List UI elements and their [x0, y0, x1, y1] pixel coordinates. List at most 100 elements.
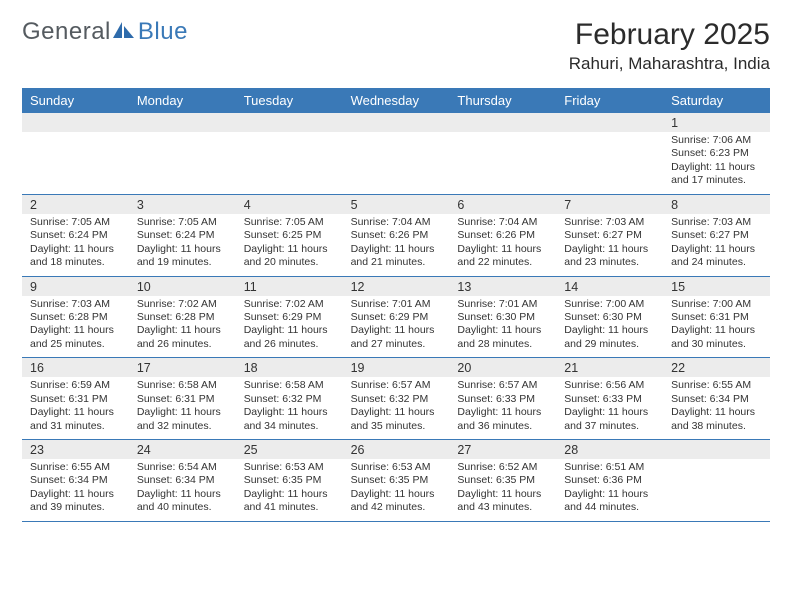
sunset-text: Sunset: 6:36 PM — [564, 474, 655, 487]
day-number: 26 — [343, 440, 450, 459]
week-row: 2345678Sunrise: 7:05 AMSunset: 6:24 PMDa… — [22, 195, 770, 277]
day-number: 11 — [236, 277, 343, 296]
daylight-text: Daylight: 11 hours — [30, 243, 121, 256]
logo-sail-icon — [113, 18, 135, 46]
day-details: Sunrise: 6:57 AMSunset: 6:32 PMDaylight:… — [343, 377, 450, 439]
day-details — [556, 132, 663, 194]
day-number: 25 — [236, 440, 343, 459]
weekday-wednesday: Wednesday — [343, 88, 450, 113]
details-band: Sunrise: 6:55 AMSunset: 6:34 PMDaylight:… — [22, 459, 770, 521]
day-details: Sunrise: 6:58 AMSunset: 6:31 PMDaylight:… — [129, 377, 236, 439]
sunrise-text: Sunrise: 7:02 AM — [137, 298, 228, 311]
weekday-monday: Monday — [129, 88, 236, 113]
day-number: 6 — [449, 195, 556, 214]
daylight-text: Daylight: 11 hours — [351, 406, 442, 419]
day-details: Sunrise: 7:01 AMSunset: 6:29 PMDaylight:… — [343, 296, 450, 358]
logo: General Blue — [22, 18, 188, 46]
daylight-text: Daylight: 11 hours — [564, 406, 655, 419]
header: General Blue February 2025 Rahuri, Mahar… — [22, 18, 770, 74]
sunset-text: Sunset: 6:34 PM — [30, 474, 121, 487]
week-row: 1Sunrise: 7:06 AMSunset: 6:23 PMDaylight… — [22, 113, 770, 195]
week-row: 16171819202122Sunrise: 6:59 AMSunset: 6:… — [22, 358, 770, 440]
daylight-text: and 34 minutes. — [244, 420, 335, 433]
day-number: 15 — [663, 277, 770, 296]
day-details: Sunrise: 6:56 AMSunset: 6:33 PMDaylight:… — [556, 377, 663, 439]
sunset-text: Sunset: 6:29 PM — [351, 311, 442, 324]
sunrise-text: Sunrise: 7:01 AM — [457, 298, 548, 311]
day-number — [236, 113, 343, 132]
day-number: 1 — [663, 113, 770, 132]
daylight-text: Daylight: 11 hours — [564, 243, 655, 256]
week-row: 9101112131415Sunrise: 7:03 AMSunset: 6:2… — [22, 277, 770, 359]
daylight-text: Daylight: 11 hours — [457, 488, 548, 501]
sunrise-text: Sunrise: 6:51 AM — [564, 461, 655, 474]
sunrise-text: Sunrise: 7:02 AM — [244, 298, 335, 311]
day-number: 7 — [556, 195, 663, 214]
day-details: Sunrise: 6:55 AMSunset: 6:34 PMDaylight:… — [663, 377, 770, 439]
sunrise-text: Sunrise: 7:03 AM — [30, 298, 121, 311]
daylight-text: and 43 minutes. — [457, 501, 548, 514]
sunrise-text: Sunrise: 6:58 AM — [137, 379, 228, 392]
weekday-sunday: Sunday — [22, 88, 129, 113]
page: General Blue February 2025 Rahuri, Mahar… — [0, 0, 792, 522]
daylight-text: and 36 minutes. — [457, 420, 548, 433]
day-details: Sunrise: 6:55 AMSunset: 6:34 PMDaylight:… — [22, 459, 129, 521]
daylight-text: and 26 minutes. — [137, 338, 228, 351]
sunrise-text: Sunrise: 7:03 AM — [671, 216, 762, 229]
sunrise-text: Sunrise: 7:05 AM — [137, 216, 228, 229]
day-number: 20 — [449, 358, 556, 377]
day-details: Sunrise: 6:59 AMSunset: 6:31 PMDaylight:… — [22, 377, 129, 439]
daylight-text: and 40 minutes. — [137, 501, 228, 514]
day-details — [236, 132, 343, 194]
day-details: Sunrise: 6:53 AMSunset: 6:35 PMDaylight:… — [343, 459, 450, 521]
daynum-band: 2345678 — [22, 195, 770, 214]
sunrise-text: Sunrise: 6:53 AM — [244, 461, 335, 474]
weekday-header: Sunday Monday Tuesday Wednesday Thursday… — [22, 88, 770, 113]
daylight-text: Daylight: 11 hours — [671, 406, 762, 419]
sunrise-text: Sunrise: 6:54 AM — [137, 461, 228, 474]
sunset-text: Sunset: 6:33 PM — [457, 393, 548, 406]
day-number: 3 — [129, 195, 236, 214]
sunset-text: Sunset: 6:31 PM — [30, 393, 121, 406]
daylight-text: and 41 minutes. — [244, 501, 335, 514]
daylight-text: Daylight: 11 hours — [244, 243, 335, 256]
sunrise-text: Sunrise: 7:03 AM — [564, 216, 655, 229]
sunset-text: Sunset: 6:34 PM — [137, 474, 228, 487]
weekday-friday: Friday — [556, 88, 663, 113]
sunrise-text: Sunrise: 6:52 AM — [457, 461, 548, 474]
daylight-text: and 25 minutes. — [30, 338, 121, 351]
daylight-text: Daylight: 11 hours — [244, 406, 335, 419]
day-details: Sunrise: 6:58 AMSunset: 6:32 PMDaylight:… — [236, 377, 343, 439]
daylight-text: Daylight: 11 hours — [457, 324, 548, 337]
day-details: Sunrise: 7:06 AMSunset: 6:23 PMDaylight:… — [663, 132, 770, 194]
sunrise-text: Sunrise: 7:04 AM — [457, 216, 548, 229]
daylight-text: Daylight: 11 hours — [671, 161, 762, 174]
sunrise-text: Sunrise: 6:56 AM — [564, 379, 655, 392]
day-number — [663, 440, 770, 459]
day-number: 9 — [22, 277, 129, 296]
sunrise-text: Sunrise: 6:55 AM — [671, 379, 762, 392]
daylight-text: Daylight: 11 hours — [137, 488, 228, 501]
daylight-text: and 28 minutes. — [457, 338, 548, 351]
day-details — [663, 459, 770, 521]
daylight-text: and 39 minutes. — [30, 501, 121, 514]
day-number: 21 — [556, 358, 663, 377]
day-details: Sunrise: 7:04 AMSunset: 6:26 PMDaylight:… — [343, 214, 450, 276]
day-number: 24 — [129, 440, 236, 459]
day-number: 13 — [449, 277, 556, 296]
day-details: Sunrise: 7:04 AMSunset: 6:26 PMDaylight:… — [449, 214, 556, 276]
daynum-band: 1 — [22, 113, 770, 132]
day-number: 17 — [129, 358, 236, 377]
sunset-text: Sunset: 6:23 PM — [671, 147, 762, 160]
daylight-text: Daylight: 11 hours — [564, 324, 655, 337]
daylight-text: Daylight: 11 hours — [30, 488, 121, 501]
day-details: Sunrise: 7:03 AMSunset: 6:27 PMDaylight:… — [556, 214, 663, 276]
weeks-container: 1Sunrise: 7:06 AMSunset: 6:23 PMDaylight… — [22, 113, 770, 522]
sunrise-text: Sunrise: 7:04 AM — [351, 216, 442, 229]
daylight-text: Daylight: 11 hours — [30, 324, 121, 337]
sunrise-text: Sunrise: 6:57 AM — [351, 379, 442, 392]
sunset-text: Sunset: 6:32 PM — [244, 393, 335, 406]
day-number: 27 — [449, 440, 556, 459]
daynum-band: 232425262728 — [22, 440, 770, 459]
day-number: 4 — [236, 195, 343, 214]
